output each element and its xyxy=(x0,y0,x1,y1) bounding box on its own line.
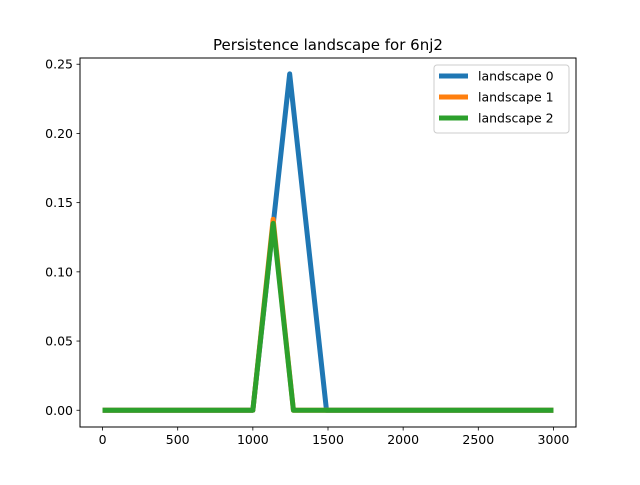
x-tick-label: 500 xyxy=(166,432,190,447)
series-line-2 xyxy=(102,220,554,413)
y-tick-label: 0.20 xyxy=(45,126,73,141)
y-tick-label: 0.05 xyxy=(45,334,73,349)
x-tick-label: 2500 xyxy=(462,432,494,447)
legend-label-1: landscape 1 xyxy=(478,90,554,105)
y-tick-label: 0.10 xyxy=(45,264,73,279)
x-tick-label: 2000 xyxy=(387,432,419,447)
y-tick-label: 0.00 xyxy=(45,403,73,418)
series-lines xyxy=(102,71,554,413)
y-tick-label: 0.25 xyxy=(45,57,73,72)
y-tick-label: 0.15 xyxy=(45,195,73,210)
x-tick-label: 1000 xyxy=(237,432,269,447)
legend-label-0: landscape 0 xyxy=(478,69,554,84)
x-axis: 0 500 1000 1500 2000 2500 3000 xyxy=(99,427,570,447)
y-axis: 0.00 0.05 0.10 0.15 0.20 0.25 xyxy=(45,57,80,418)
chart-title: Persistence landscape for 6nj2 xyxy=(213,36,443,54)
x-tick-label: 3000 xyxy=(538,432,570,447)
legend-label-2: landscape 2 xyxy=(478,111,554,126)
x-tick-label: 1500 xyxy=(312,432,344,447)
x-tick-label: 0 xyxy=(99,432,107,447)
legend: landscape 0 landscape 1 landscape 2 xyxy=(433,64,570,134)
